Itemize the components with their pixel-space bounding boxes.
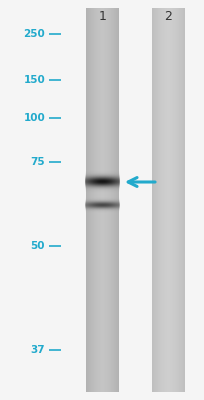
Text: 37: 37 bbox=[30, 345, 45, 355]
Text: 150: 150 bbox=[23, 75, 45, 85]
Text: 250: 250 bbox=[23, 29, 45, 39]
Text: 50: 50 bbox=[30, 241, 45, 251]
Text: 1: 1 bbox=[98, 10, 106, 23]
Text: 100: 100 bbox=[23, 113, 45, 123]
Text: 75: 75 bbox=[30, 157, 45, 167]
Text: 2: 2 bbox=[163, 10, 171, 23]
